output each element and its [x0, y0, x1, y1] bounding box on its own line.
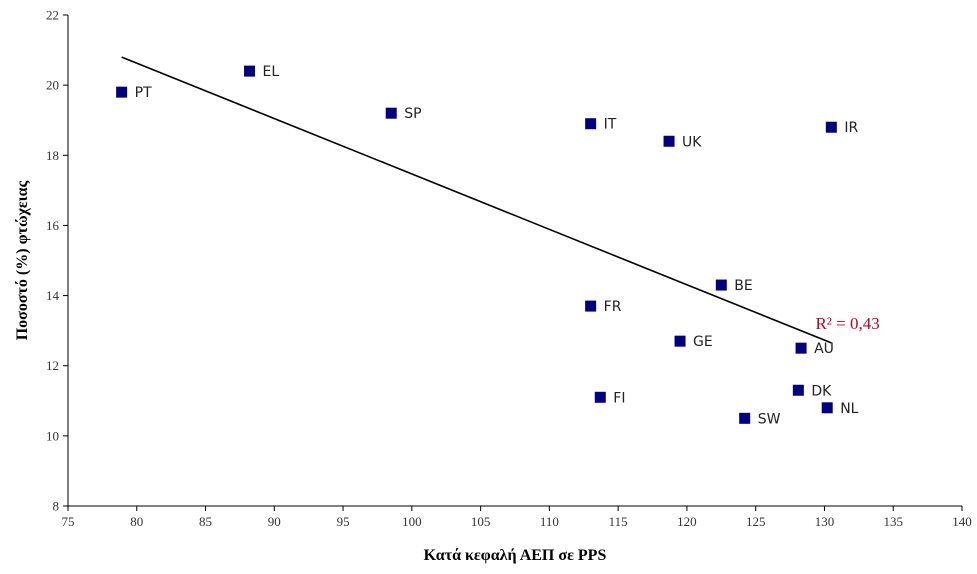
y-tick-label: 8 [53, 499, 60, 514]
data-point-label: GE [693, 334, 713, 350]
x-tick-label: 130 [815, 514, 835, 529]
data-point-marker [674, 335, 686, 347]
x-axis-title: Κατά κεφαλή ΑΕΠ σε PPS [424, 547, 607, 564]
x-tick-label: 80 [130, 514, 143, 529]
data-point-marker [825, 121, 837, 133]
y-tick-label: 22 [46, 8, 59, 23]
data-point-marker [594, 391, 606, 403]
data-point-label: BE [734, 278, 752, 294]
y-tick-label: 16 [46, 218, 60, 233]
x-tick-label: 95 [337, 514, 350, 529]
data-point-label: IR [844, 120, 858, 136]
y-tick-label: 20 [46, 78, 59, 93]
axes [67, 15, 962, 507]
data-point-label: PT [135, 85, 152, 101]
x-tick-label: 135 [883, 514, 903, 529]
y-tick-label: 18 [46, 148, 59, 163]
r-squared-annotation: R² = 0,43 [815, 314, 879, 333]
data-point-marker [795, 342, 807, 354]
x-tick-label: 85 [199, 514, 212, 529]
y-axis-title: Ποσοστό (%) φτώχειας [14, 180, 31, 340]
data-point-marker [663, 135, 675, 147]
x-tick-label: 90 [268, 514, 281, 529]
trendline [121, 56, 832, 344]
data-point-marker [585, 300, 597, 312]
ticks: 75 80 85 90 95 100 105 110 115 120 125 130 135 140 8 10… [46, 8, 972, 530]
data-point-marker [821, 402, 833, 414]
y-tick-label: 10 [46, 428, 59, 443]
x-tick-label: 75 [62, 514, 75, 529]
x-tick-label: 115 [609, 514, 628, 529]
data-point-marker [739, 412, 751, 424]
x-tick-label: 100 [402, 514, 422, 529]
y-tick-label: 12 [46, 358, 59, 373]
markers [116, 65, 837, 424]
data-point-label: SP [404, 106, 421, 122]
data-point-label: EL [263, 64, 280, 80]
data-point-label: DK [811, 383, 832, 399]
data-point-label: SW [758, 411, 781, 427]
data-point-marker [585, 118, 597, 130]
data-point-marker [244, 65, 256, 77]
data-point-label: UK [682, 134, 702, 150]
x-tick-label: 120 [677, 514, 697, 529]
data-point-marker [385, 107, 397, 119]
data-point-label: FI [613, 390, 625, 406]
y-tick-label: 14 [46, 288, 60, 303]
x-tick-label: 125 [746, 514, 766, 529]
x-tick-label: 140 [952, 514, 972, 529]
data-point-label: IT [604, 117, 617, 133]
point-labels: PT EL SP IT UK IR BE FR GE AU DK FI SW NL [135, 64, 859, 427]
data-point-label: AU [814, 341, 834, 357]
x-tick-label: 110 [540, 514, 559, 529]
data-point-marker [116, 86, 128, 98]
data-point-marker [715, 279, 727, 291]
data-point-label: FR [604, 299, 622, 315]
x-tick-label: 105 [471, 514, 491, 529]
data-point-marker [792, 384, 804, 396]
data-point-label: NL [840, 401, 858, 417]
